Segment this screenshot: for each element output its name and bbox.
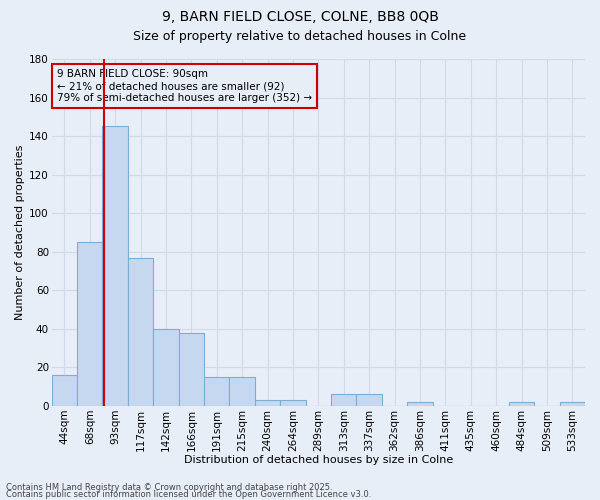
Bar (509, 402, 534, 406)
Bar (560, 402, 585, 406)
Y-axis label: Number of detached properties: Number of detached properties (15, 145, 25, 320)
Bar (52, 375, 77, 406)
X-axis label: Distribution of detached houses by size in Colne: Distribution of detached houses by size … (184, 455, 453, 465)
Text: Contains HM Land Registry data © Crown copyright and database right 2025.: Contains HM Land Registry data © Crown c… (6, 484, 332, 492)
Bar (204, 377, 229, 406)
Bar (407, 402, 433, 406)
Bar (255, 400, 280, 406)
Bar (280, 400, 305, 406)
Bar (356, 394, 382, 406)
Bar (331, 394, 356, 406)
Text: Contains public sector information licensed under the Open Government Licence v3: Contains public sector information licen… (6, 490, 371, 499)
Text: 9 BARN FIELD CLOSE: 90sqm
← 21% of detached houses are smaller (92)
79% of semi-: 9 BARN FIELD CLOSE: 90sqm ← 21% of detac… (57, 70, 312, 102)
Text: 9, BARN FIELD CLOSE, COLNE, BB8 0QB: 9, BARN FIELD CLOSE, COLNE, BB8 0QB (161, 10, 439, 24)
Bar (128, 258, 153, 406)
Bar (153, 329, 179, 406)
Bar (103, 126, 128, 406)
Bar (77, 242, 103, 406)
Text: Size of property relative to detached houses in Colne: Size of property relative to detached ho… (133, 30, 467, 43)
Bar (179, 332, 204, 406)
Bar (229, 377, 255, 406)
